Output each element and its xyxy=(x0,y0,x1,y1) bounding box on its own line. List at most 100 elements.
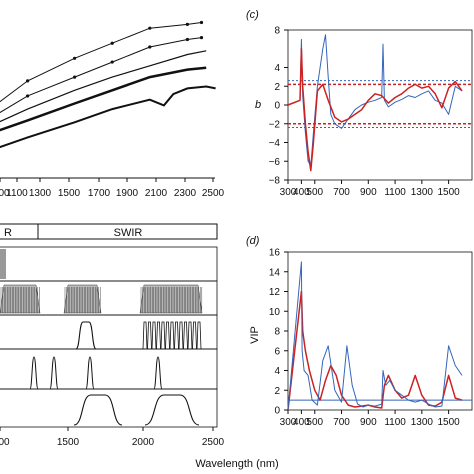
spectrum-point xyxy=(199,35,204,40)
panel-label-c: (c) xyxy=(246,9,259,21)
band-peak-narrow xyxy=(196,321,202,350)
x-tick-label: 900 xyxy=(360,187,377,198)
x-tick-label: 00 xyxy=(0,437,10,448)
y-tick-label: 8 xyxy=(274,26,280,37)
panel-label-d: (d) xyxy=(246,235,260,247)
x-tick-label: 1500 xyxy=(57,437,80,448)
y-tick-label: 4 xyxy=(274,63,280,74)
band-peak-narrow xyxy=(160,321,166,350)
band-peak-narrow xyxy=(187,321,193,350)
y-tick-label: 10 xyxy=(269,307,281,318)
spectrum-line-2 xyxy=(0,37,202,114)
series-line-blue xyxy=(287,261,463,411)
spectrum-line-3 xyxy=(0,50,207,123)
spectrum-point xyxy=(148,45,152,49)
band-peak-narrow xyxy=(169,321,175,350)
band-peak-narrow xyxy=(85,356,95,390)
band-block xyxy=(0,249,6,279)
x-tick-label: 700 xyxy=(333,417,350,428)
band-peak xyxy=(75,321,97,350)
band-peak-broad xyxy=(144,394,200,426)
band-peak-narrow xyxy=(49,356,59,390)
spectrum-point xyxy=(110,60,114,64)
band-trapezoid xyxy=(139,284,203,314)
band-peak-narrow xyxy=(153,356,163,390)
band-header xyxy=(0,223,218,240)
band-peak-narrow xyxy=(156,321,161,350)
x-tick-label: 1900 xyxy=(116,188,139,199)
y-tick-label: 12 xyxy=(269,287,281,298)
spectrum-line-5 xyxy=(0,85,216,149)
y-tick-label: 0 xyxy=(274,101,280,112)
x-tick-label: 500 xyxy=(306,417,323,428)
band-label-swir: SWIR xyxy=(114,227,143,239)
y-tick-label: 2 xyxy=(274,82,280,93)
y-axis-label: VIP xyxy=(249,326,261,344)
x-tick-label: 1100 xyxy=(384,417,406,428)
band-peak-narrow xyxy=(174,321,179,350)
x-tick-label: 1300 xyxy=(411,187,434,198)
spectrum-point xyxy=(110,41,114,45)
band-peak-narrow xyxy=(165,321,170,350)
x-tick-label: 300 xyxy=(280,417,297,428)
spectrum-point xyxy=(199,20,204,25)
x-tick-label: 900 xyxy=(360,417,377,428)
spectrum-point xyxy=(185,22,189,27)
band-peak-narrow xyxy=(183,321,188,350)
band-row xyxy=(0,246,218,282)
band-peak-narrow xyxy=(147,321,152,350)
x-tick-label: 1100 xyxy=(384,187,406,198)
x-tick-label: 2100 xyxy=(145,188,168,199)
series-line-red xyxy=(287,48,463,172)
x-tick-label: 1300 xyxy=(411,417,434,428)
y-tick-label: 14 xyxy=(269,267,281,278)
x-tick-label: 1500 xyxy=(437,187,460,198)
x-tick-label: 2300 xyxy=(174,188,197,199)
x-tick-label: 1100 xyxy=(6,188,28,199)
x-tick-label: 2500 xyxy=(202,437,225,448)
y-tick-label: 4 xyxy=(274,366,280,377)
band-label-r: R xyxy=(4,227,12,239)
band-peak-narrow xyxy=(151,321,157,350)
y-tick-label: 8 xyxy=(274,327,280,338)
x-tick-label: 400 xyxy=(293,187,310,198)
x-tick-label: 2000 xyxy=(132,437,155,448)
x-tick-label: 700 xyxy=(333,187,350,198)
band-response-panel: R SWIR 00 1500 2000 2500 xyxy=(0,223,225,448)
spectrum-point xyxy=(148,26,152,30)
band-peak-narrow xyxy=(142,321,148,350)
x-tick-label: 500 xyxy=(306,187,323,198)
band-peak-narrow xyxy=(178,321,184,350)
band-peak-narrow xyxy=(192,321,197,350)
x-tick-label: 300 xyxy=(280,187,297,198)
y-tick-label: −6 xyxy=(269,157,281,168)
y-tick-label: −2 xyxy=(269,119,281,130)
x-tick-label: 400 xyxy=(293,417,310,428)
spectrum-line-4 xyxy=(0,66,207,132)
x-tick-label: 00 xyxy=(0,188,10,199)
spectrum-point xyxy=(185,37,189,42)
band-row xyxy=(0,388,218,428)
series-line-red xyxy=(287,290,463,411)
y-tick-label: 0 xyxy=(274,406,280,417)
y-axis-label: b xyxy=(255,99,261,111)
y-tick-label: 2 xyxy=(274,386,280,397)
spectrum-point xyxy=(26,79,30,83)
x-tick-label: 1500 xyxy=(58,188,81,199)
band-peak-narrow xyxy=(29,356,39,390)
spectrum-point xyxy=(73,56,77,60)
spectrum-point xyxy=(73,75,77,79)
x-tick-label: 1500 xyxy=(437,417,460,428)
y-tick-label: 6 xyxy=(274,346,280,357)
x-tick-label: 1300 xyxy=(29,188,52,199)
y-tick-label: −4 xyxy=(269,138,281,149)
y-tick-label: −8 xyxy=(269,176,281,187)
x-axis-label: Wavelength (nm) xyxy=(195,458,278,470)
x-tick-label: 1700 xyxy=(88,188,111,199)
spectrum-point xyxy=(26,94,30,98)
y-tick-label: 16 xyxy=(269,248,281,259)
